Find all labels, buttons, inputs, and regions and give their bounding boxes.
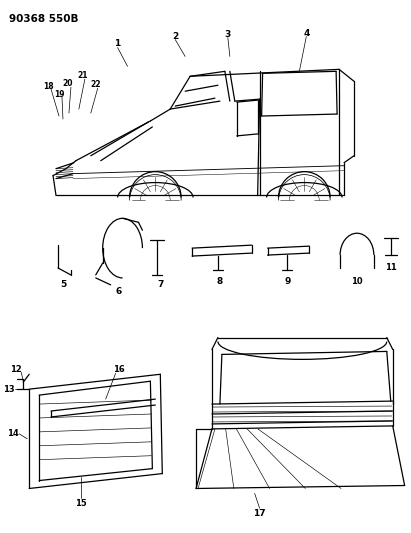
Text: 4: 4 bbox=[303, 29, 309, 38]
Text: 7: 7 bbox=[157, 280, 164, 289]
Text: 6: 6 bbox=[115, 287, 122, 296]
Text: 14: 14 bbox=[7, 430, 19, 438]
Text: 12: 12 bbox=[10, 365, 22, 374]
Text: 8: 8 bbox=[217, 277, 223, 286]
Text: 90368 550B: 90368 550B bbox=[9, 14, 79, 24]
Text: 19: 19 bbox=[54, 90, 64, 99]
Text: 18: 18 bbox=[43, 82, 53, 91]
Text: 5: 5 bbox=[60, 280, 66, 289]
Text: 22: 22 bbox=[90, 80, 101, 88]
Text: 3: 3 bbox=[225, 30, 231, 39]
Text: 1: 1 bbox=[115, 39, 121, 48]
Text: 13: 13 bbox=[4, 385, 15, 394]
Text: 11: 11 bbox=[385, 263, 397, 272]
Text: 16: 16 bbox=[113, 365, 125, 374]
Text: 9: 9 bbox=[284, 277, 291, 286]
Text: 20: 20 bbox=[63, 79, 73, 88]
Text: 17: 17 bbox=[253, 509, 266, 518]
Text: 10: 10 bbox=[351, 277, 363, 286]
Text: 2: 2 bbox=[172, 32, 178, 41]
Text: 21: 21 bbox=[78, 71, 88, 80]
Text: 15: 15 bbox=[75, 499, 87, 508]
